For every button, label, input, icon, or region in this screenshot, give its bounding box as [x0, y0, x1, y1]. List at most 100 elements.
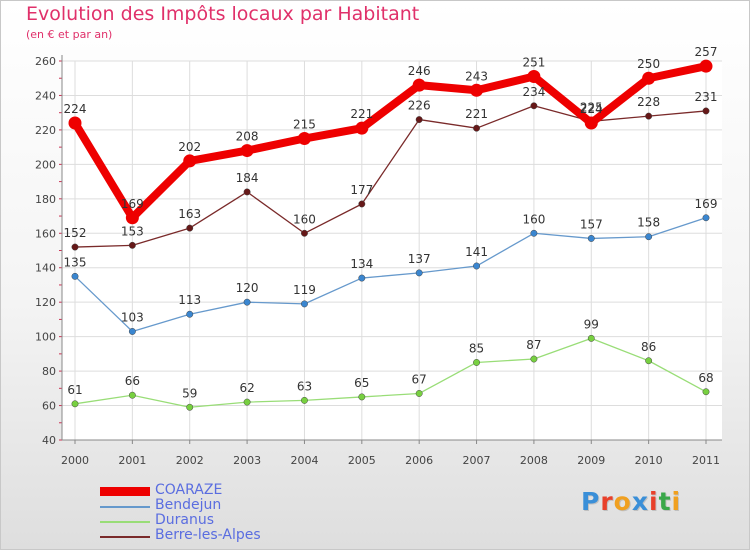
data-label-bendejun-2008: 160	[522, 212, 545, 226]
y-tick-label-40: 40	[42, 434, 56, 447]
data-point-coaraze-2001	[125, 211, 139, 225]
y-tick-label-120: 120	[35, 296, 56, 309]
data-label-coaraze-2003: 208	[236, 130, 259, 144]
data-label-bendejun-2000: 135	[64, 255, 87, 269]
data-label-coaraze-2009: 224	[580, 102, 603, 116]
data-label-duranus-2003: 62	[239, 381, 254, 395]
data-point-coaraze-2000	[68, 116, 82, 130]
x-tick-label-2002: 2002	[176, 454, 204, 467]
y-tick-label-180: 180	[35, 193, 56, 206]
x-tick-label-2001: 2001	[118, 454, 146, 467]
legend-swatch-duranus	[100, 521, 150, 523]
data-point-coaraze-2008	[527, 70, 541, 84]
data-point-berre-les-alpes-2003	[243, 188, 251, 196]
data-label-coaraze-2000: 224	[64, 102, 87, 116]
x-tick-label-2004: 2004	[290, 454, 318, 467]
logo-letter: t	[658, 487, 672, 516]
data-point-duranus-2009	[587, 334, 595, 342]
data-point-duranus-2008	[530, 355, 538, 363]
chart-subtitle: (en € et par an)	[26, 28, 113, 41]
x-tick-label-2010: 2010	[635, 454, 663, 467]
x-tick-label-2007: 2007	[463, 454, 491, 467]
data-point-berre-les-alpes-2000	[71, 243, 79, 251]
data-label-berre-les-alpes-2009: 225	[580, 100, 603, 114]
data-label-duranus-2008: 87	[526, 338, 541, 352]
data-point-bendejun-2007	[473, 262, 480, 270]
x-tick-label-2009: 2009	[577, 454, 605, 467]
data-label-coaraze-2001: 169	[121, 197, 144, 211]
legend-label-bendejun: Bendejun	[155, 497, 222, 513]
data-label-duranus-2009: 99	[584, 317, 599, 331]
data-label-coaraze-2006: 246	[408, 64, 431, 78]
x-tick-label-2000: 2000	[61, 454, 89, 467]
data-point-duranus-2002	[186, 403, 194, 411]
series-line-duranus	[74, 337, 707, 408]
data-point-duranus-2001	[128, 391, 136, 399]
data-label-duranus-2001: 66	[125, 374, 140, 388]
data-point-bendejun-2008	[530, 229, 538, 237]
data-point-duranus-2004	[301, 396, 308, 404]
data-point-coaraze-2010	[642, 71, 656, 85]
data-point-bendejun-2009	[587, 234, 595, 242]
x-tick-label-2008: 2008	[520, 454, 548, 467]
logo-letter: r	[600, 487, 614, 516]
data-point-duranus-2006	[415, 390, 423, 397]
y-tick-label-140: 140	[35, 262, 56, 275]
data-label-coaraze-2005: 221	[350, 107, 373, 121]
data-point-bendejun-2005	[358, 274, 366, 282]
data-label-bendejun-2004: 119	[293, 283, 316, 297]
data-label-bendejun-2007: 141	[465, 245, 488, 259]
data-point-coaraze-2009	[584, 116, 598, 130]
data-point-bendejun-2000	[71, 272, 79, 280]
chart-title: Evolution des Impôts locaux par Habitant	[26, 3, 420, 25]
data-label-bendejun-2006: 137	[408, 252, 431, 266]
data-point-bendejun-2011	[702, 214, 710, 222]
data-label-coaraze-2011: 257	[695, 45, 718, 59]
data-point-duranus-2010	[645, 357, 653, 365]
data-point-berre-les-alpes-2002	[186, 224, 194, 232]
data-label-berre-les-alpes-2004: 160	[293, 212, 316, 226]
series-line-coaraze	[71, 62, 710, 222]
data-point-berre-les-alpes-2007	[473, 124, 480, 132]
data-label-duranus-2011: 68	[698, 371, 713, 385]
data-label-berre-les-alpes-2010: 228	[637, 95, 660, 109]
plot-area	[62, 61, 722, 440]
logo-letter: P	[581, 487, 601, 516]
legend-swatch-berre-les-alpes	[100, 536, 150, 538]
data-point-coaraze-2004	[297, 132, 311, 146]
data-point-coaraze-2003	[240, 144, 254, 158]
data-label-duranus-2000: 61	[67, 383, 82, 397]
data-point-coaraze-2006	[412, 78, 426, 92]
logo-letter: i	[671, 487, 682, 516]
legend-label-berre-les-alpes: Berre-les-Alpes	[155, 527, 261, 543]
data-point-duranus-2000	[71, 400, 79, 408]
data-label-duranus-2004: 63	[297, 379, 312, 393]
data-label-berre-les-alpes-2007: 221	[465, 107, 488, 121]
proxiti-logo: Proxiti	[581, 487, 681, 516]
data-point-duranus-2005	[358, 393, 366, 401]
series-line-bendejun	[74, 217, 707, 333]
data-label-duranus-2006: 67	[412, 372, 427, 386]
x-tick-label-2011: 2011	[692, 454, 720, 467]
y-tick-label-260: 260	[35, 55, 56, 68]
data-label-bendejun-2010: 158	[637, 216, 660, 230]
data-label-berre-les-alpes-2001: 153	[121, 224, 144, 238]
y-tick-label-240: 240	[35, 89, 56, 102]
y-tick-label-80: 80	[42, 365, 56, 378]
data-point-coaraze-2002	[183, 154, 197, 168]
y-tick-label-220: 220	[35, 124, 56, 137]
data-point-bendejun-2006	[415, 269, 423, 277]
data-label-coaraze-2002: 202	[178, 140, 201, 154]
legend-swatch-coaraze	[100, 487, 150, 496]
data-label-bendejun-2011: 169	[695, 197, 718, 211]
data-label-bendejun-2009: 157	[580, 217, 603, 231]
data-label-bendejun-2002: 113	[178, 293, 201, 307]
data-point-bendejun-2002	[186, 310, 194, 318]
data-point-bendejun-2003	[243, 298, 251, 306]
data-label-berre-les-alpes-2006: 226	[408, 99, 431, 113]
data-point-coaraze-2011	[699, 59, 713, 73]
legend-item-duranus: Duranus	[100, 512, 320, 529]
y-tick-label-200: 200	[35, 158, 56, 171]
data-label-coaraze-2008: 251	[522, 56, 545, 70]
